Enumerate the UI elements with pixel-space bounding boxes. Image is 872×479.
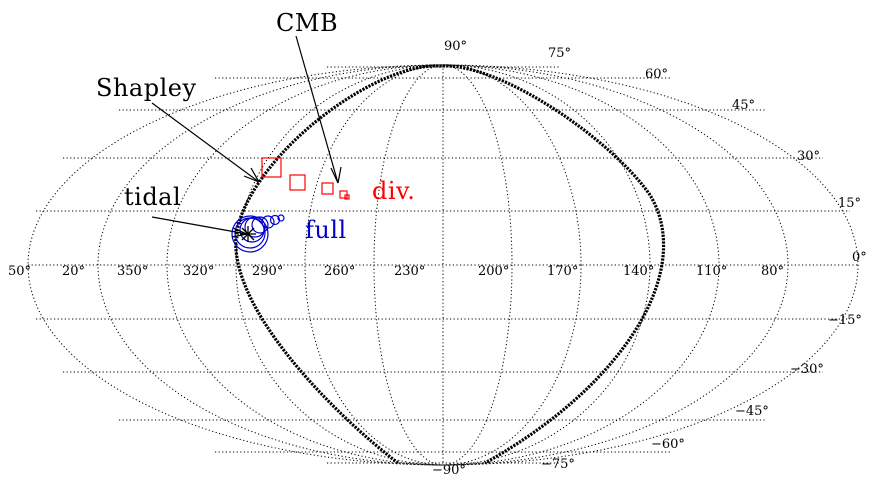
latitude-label: 0° <box>852 250 867 265</box>
latitude-label: 75° <box>548 46 571 61</box>
longitude-label: 260° <box>324 264 355 279</box>
latitude-label: 60° <box>645 67 668 82</box>
latitude-label: 45° <box>732 98 755 113</box>
cmb-arrowhead <box>330 166 342 184</box>
latitude-label: 90° <box>444 39 467 54</box>
longitude-label: 50° <box>8 264 31 279</box>
div-square-marker <box>344 194 350 200</box>
longitude-label: 80° <box>761 264 784 279</box>
latitude-label: −90° <box>432 463 466 478</box>
full-circle-marker <box>251 216 269 234</box>
full-circle-marker <box>231 215 269 253</box>
longitude-labels: 50° 20° 350° 320° 290° 260° 230° 200° 17… <box>8 264 784 279</box>
full-circle-marker <box>277 214 285 222</box>
latitude-label: −45° <box>735 404 769 419</box>
div-square-marker <box>321 182 334 195</box>
full-circle-marker <box>269 214 281 226</box>
latitude-label: −75° <box>541 457 575 472</box>
tidal-arrowhead <box>231 227 248 238</box>
longitude-label: 230° <box>394 264 425 279</box>
longitude-label: 140° <box>623 264 654 279</box>
div-label: div. <box>372 177 415 205</box>
latitude-label: 15° <box>838 196 861 211</box>
latitude-label: 30° <box>797 149 820 164</box>
annotation-arrows <box>151 35 342 238</box>
star-marker <box>240 226 256 242</box>
div-square-marker <box>289 174 306 191</box>
longitude-label: 170° <box>547 264 578 279</box>
longitude-label: 320° <box>183 264 214 279</box>
full-markers <box>231 214 285 253</box>
latitude-labels: 90° 75° 60° 45° 30° 15° 0° −15° −30° −45… <box>432 39 867 478</box>
div-markers <box>261 157 350 200</box>
div-square-marker <box>261 157 282 178</box>
longitude-label: 20° <box>62 264 85 279</box>
meridian-line <box>166 64 720 466</box>
latitude-label: −15° <box>828 313 862 328</box>
tidal-label: tidal <box>124 183 181 211</box>
longitude-label: 110° <box>696 264 727 279</box>
boundary-curve <box>234 64 666 465</box>
shapley-arrowhead <box>243 167 260 183</box>
shapley-label: Shapley <box>96 74 197 102</box>
longitude-label: 200° <box>478 264 509 279</box>
latitude-label: −60° <box>651 437 685 452</box>
full-label: full <box>305 216 347 244</box>
full-circle-marker <box>261 215 275 229</box>
cmb-arrow <box>295 35 339 184</box>
shapley-arrow <box>151 102 260 183</box>
longitude-label: 350° <box>117 264 148 279</box>
latitude-label: −30° <box>790 362 824 377</box>
cmb-label: CMB <box>276 9 338 37</box>
longitude-label: 290° <box>252 264 283 279</box>
tidal-arrow <box>151 216 248 235</box>
